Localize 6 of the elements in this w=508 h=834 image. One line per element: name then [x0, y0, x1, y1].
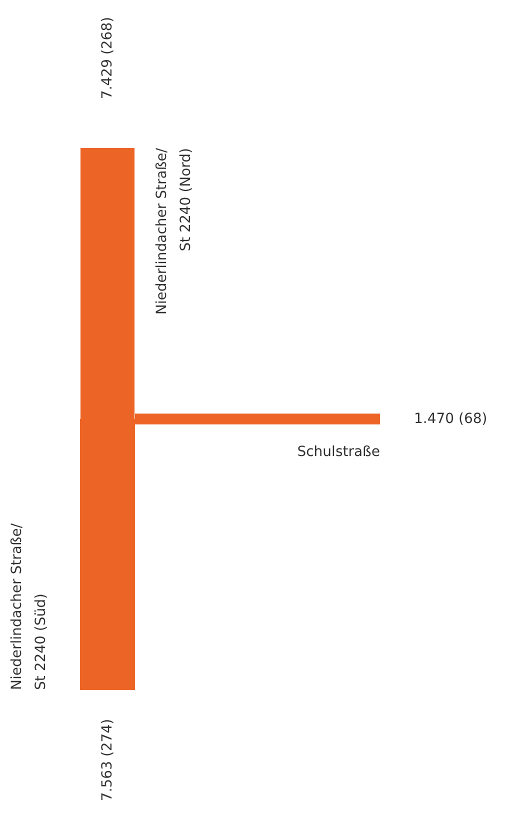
data-label: 1.470 (68): [414, 411, 488, 427]
category-label: Niederlindacher Straße/ St 2240 (Nord): [154, 148, 194, 315]
data-label: 7.563 (274): [100, 718, 116, 802]
category-label: Schulstraße: [297, 444, 380, 460]
data-label: 7.429 (268): [100, 16, 116, 100]
category-label: Niederlindacher Straße/ St 2240 (Süd): [9, 523, 49, 690]
